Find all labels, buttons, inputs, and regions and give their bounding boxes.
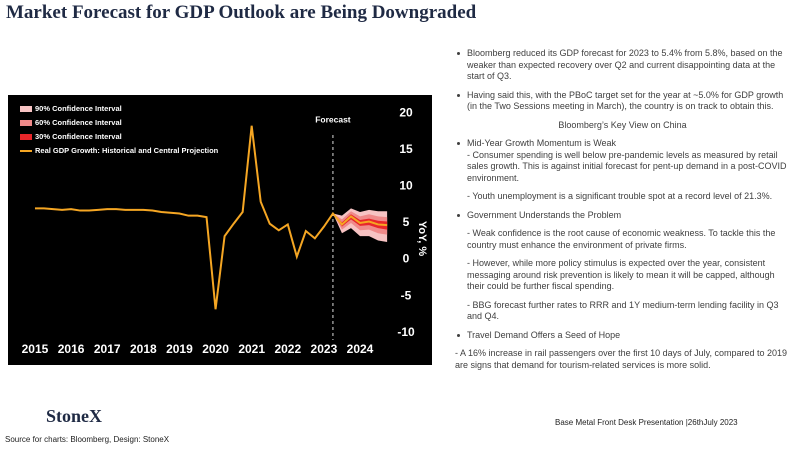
legend-label: 30% Confidence Interval bbox=[35, 132, 122, 141]
legend-swatch bbox=[20, 120, 32, 126]
bullet: Government Understands the Problem bbox=[455, 210, 790, 222]
y-tick-label: 5 bbox=[403, 215, 410, 229]
x-tick-label: 2023 bbox=[311, 342, 338, 356]
chart: -10 -5 0 5 10 15 20 2015 2016 2017 2018 2019 2020 202… bbox=[8, 95, 432, 365]
forecast-label: Forecast bbox=[315, 114, 351, 124]
bullet: Travel Demand Offers a Seed of Hope bbox=[455, 330, 790, 342]
logo: StoneX bbox=[46, 406, 103, 426]
y-tick-label: 0 bbox=[403, 252, 410, 266]
bullet: Mid-Year Growth Momentum is Weak bbox=[455, 138, 790, 150]
heading: Bloomberg’s Key View on China bbox=[558, 119, 687, 130]
legend-label: Real GDP Growth: Historical and Central … bbox=[35, 146, 219, 155]
x-tick-label: 2024 bbox=[347, 342, 374, 356]
sub-point: - Consumer spending is well below pre-pa… bbox=[467, 149, 787, 183]
x-tick-label: 2022 bbox=[274, 342, 301, 356]
x-tick-label: 2020 bbox=[202, 342, 229, 356]
legend-swatch bbox=[20, 134, 32, 140]
y-axis-title: YoY, % bbox=[416, 221, 428, 256]
x-tick-label: 2018 bbox=[130, 342, 157, 356]
y-tick-label: -10 bbox=[397, 325, 415, 339]
confidence-band bbox=[332, 213, 388, 230]
source: Source for charts: Bloomberg, Design: St… bbox=[5, 435, 170, 444]
footer: Base Metal Front Desk Presentation |26th… bbox=[555, 418, 738, 427]
x-tick-label: 2015 bbox=[22, 342, 49, 356]
gdp-line bbox=[34, 125, 388, 310]
sub-point: - However, while more policy stimulus is… bbox=[467, 258, 775, 291]
y-tick-label: 10 bbox=[399, 179, 413, 193]
bullet: Bloomberg reduced its GDP forecast for 2… bbox=[455, 48, 790, 83]
x-tick-label: 2016 bbox=[58, 342, 85, 356]
paragraph: - A 16% increase in rail passengers over… bbox=[455, 348, 788, 370]
x-tick-label: 2017 bbox=[94, 342, 121, 356]
slide-title: Market Forecast for GDP Outlook are Bein… bbox=[6, 2, 477, 23]
bullet: Having said this, with the PBoC target s… bbox=[455, 90, 790, 113]
sub-point: - BBG forecast further rates to RRR and … bbox=[467, 299, 779, 322]
y-tick-label: -5 bbox=[401, 288, 412, 302]
legend-label: 60% Confidence Interval bbox=[35, 118, 122, 127]
x-tick-label: 2021 bbox=[238, 342, 265, 356]
legend-swatch bbox=[20, 106, 32, 112]
sub-point: - Youth unemployment is a significant tr… bbox=[467, 191, 773, 201]
sub-point: - Weak confidence is the root cause of e… bbox=[467, 228, 776, 250]
y-tick-label: 20 bbox=[399, 105, 413, 119]
y-tick-label: 15 bbox=[399, 142, 413, 156]
x-tick-label: 2019 bbox=[166, 342, 193, 356]
legend-label: 90% Confidence Interval bbox=[35, 104, 122, 113]
notes: Bloomberg reduced its GDP forecast for 2… bbox=[455, 48, 790, 378]
